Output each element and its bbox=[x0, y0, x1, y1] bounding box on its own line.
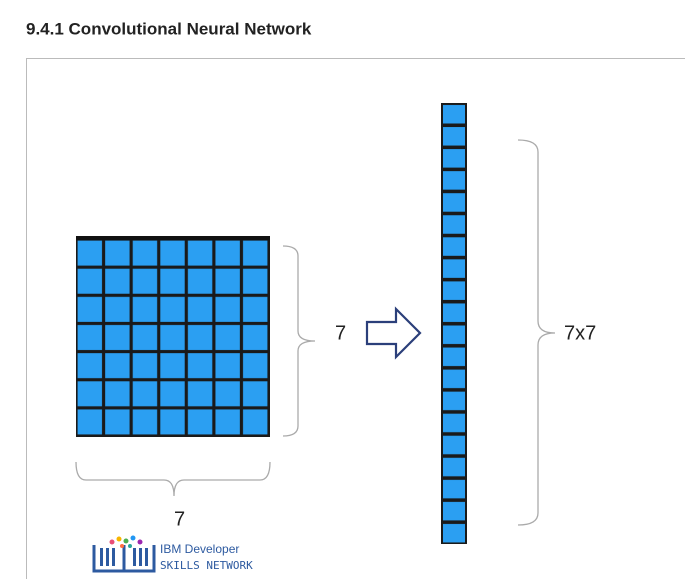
logo-line1: IBM Developer bbox=[160, 542, 239, 556]
column-label: 7x7 bbox=[564, 322, 596, 344]
grid-top-edge bbox=[76, 236, 270, 240]
width-label: 7 bbox=[174, 508, 185, 530]
flattened-column bbox=[441, 103, 467, 544]
height-brace bbox=[282, 245, 316, 437]
logo-line2: SKILLS NETWORK bbox=[160, 559, 253, 572]
flatten-arrow bbox=[365, 306, 422, 360]
column-brace bbox=[517, 139, 556, 526]
width-brace bbox=[75, 461, 271, 497]
height-label: 7 bbox=[335, 322, 346, 344]
logo-icon bbox=[92, 535, 156, 573]
input-grid bbox=[76, 239, 270, 437]
section-title: 9.4.1 Convolutional Neural Network bbox=[26, 19, 312, 38]
